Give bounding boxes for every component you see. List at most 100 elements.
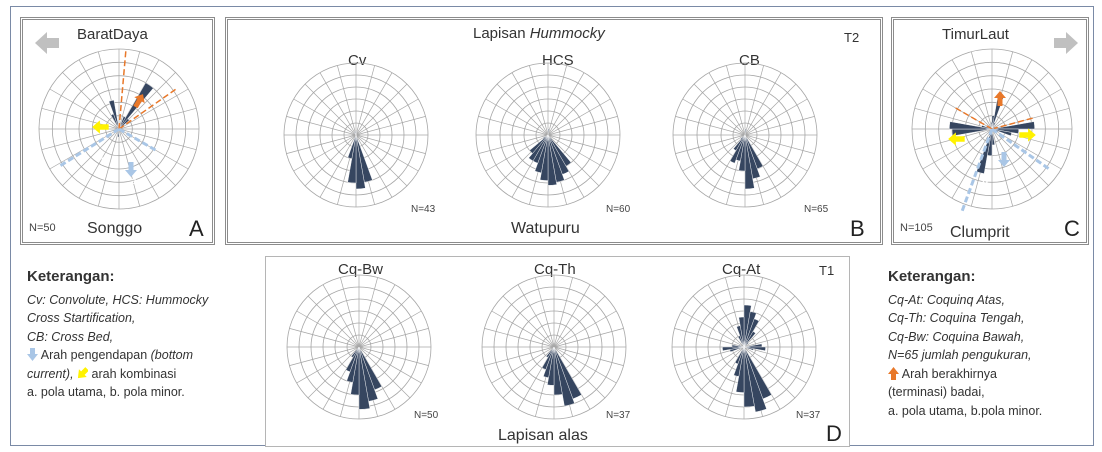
rose-label-hcs: HCS [542, 52, 574, 69]
grid-spoke [485, 98, 549, 136]
grid-spoke [296, 310, 360, 348]
grid-spoke [502, 295, 555, 348]
grid-spoke [304, 83, 357, 136]
grid-spoke [744, 65, 764, 136]
panel-c-title: TimurLaut [942, 26, 1009, 43]
grid-spoke [991, 128, 1049, 186]
grid-spoke [97, 128, 120, 207]
legend-right-heading: Keterangan: [888, 268, 976, 285]
grid-spoke [991, 128, 1014, 207]
grid-spoke [62, 128, 120, 186]
grid-spoke [337, 65, 357, 136]
label-b: b [101, 157, 107, 168]
label-a: a [131, 176, 137, 187]
grid-spoke [478, 134, 549, 154]
termination-line [952, 105, 993, 130]
legend-right: Keterangan: Cq-At: Coquinq Atas, Cq-Th: … [888, 268, 1098, 420]
grid-spoke [744, 116, 815, 136]
grid-spoke [118, 128, 160, 199]
grid-spoke [553, 284, 591, 348]
grid-spoke [355, 134, 393, 198]
termination-line [118, 88, 177, 130]
grid-spoke [535, 277, 555, 348]
panel-b-title: Lapisan Hummocky [473, 25, 605, 42]
rose-petal [108, 99, 120, 130]
label-b: b [982, 176, 988, 187]
grid-spoke [547, 83, 600, 136]
rose-petal [738, 316, 745, 348]
minor-pattern-line [960, 128, 994, 213]
grid-spoke [692, 295, 745, 348]
orange-arrow-icon [994, 91, 1006, 106]
minor-pattern-line [58, 127, 120, 168]
panel-d: T1 Cq-Bw Cq-Th Cq-At N=50 N=37 N=37 Lapi… [265, 256, 850, 447]
rose-grid [283, 62, 429, 208]
rose-petal [743, 346, 755, 408]
grid-spoke [744, 134, 815, 154]
rose-petal [351, 346, 360, 358]
rose-diagram-cv [283, 62, 429, 208]
grid-spoke [118, 128, 197, 151]
rose-petal [743, 318, 760, 348]
grid-spoke [293, 134, 357, 172]
legend-left: Keterangan: Cv: Convolute, HCS: Hummocky… [27, 268, 262, 402]
rose-petal [743, 346, 767, 413]
rose-petal [542, 134, 549, 140]
grid-spoke [744, 83, 797, 136]
rose-petal [744, 128, 747, 136]
grid-spoke [675, 134, 746, 154]
grid-spoke [991, 72, 1049, 130]
grid-spoke [491, 310, 555, 348]
grid-spoke [935, 72, 993, 130]
grid-spoke [743, 310, 807, 348]
legend-right-line7: a. pola utama, b.pola minor. [888, 403, 1043, 418]
grid-spoke [355, 72, 393, 136]
rose-n-cq-bw: N=50 [414, 410, 439, 421]
legend-right-line2: Cq-Th: Coquina Tengah, [888, 311, 1025, 325]
rose-petal [737, 344, 745, 348]
grid-spoke [692, 346, 745, 399]
grid-spoke [41, 128, 120, 151]
rose-petal [553, 346, 575, 407]
grid-spoke [304, 134, 357, 187]
grid-spoke [340, 277, 360, 348]
rose-diagram-a: ba [38, 48, 200, 210]
panel-c-letter: C [1064, 216, 1080, 241]
legend-left-line4: Arah pengendapan (bottom [27, 346, 262, 365]
grid-spoke [674, 328, 745, 348]
legend-left-line5: current), arah kombinasi [27, 366, 177, 381]
grid-spoke [914, 107, 993, 130]
panel-c-n: N=105 [900, 222, 933, 234]
panel-d-place: Lapisan alas [498, 427, 588, 444]
grid-spoke [726, 65, 746, 136]
rose-petal [743, 331, 756, 348]
grid-spoke [355, 65, 375, 136]
grid-spoke [744, 134, 808, 172]
rose-label-cq-th: Cq-Th [534, 261, 576, 278]
grid-spoke [682, 134, 746, 172]
grid-spoke [496, 83, 549, 136]
blue-arrow-icon [125, 162, 137, 177]
grid-spoke [553, 346, 617, 384]
panel-a-n: N=50 [29, 222, 56, 234]
grid-spoke [491, 346, 555, 384]
rose-label-cb: CB [739, 52, 760, 69]
panel-c-place: Clumprit [950, 224, 1010, 241]
grid-spoke [743, 346, 814, 366]
rose-diagram-cb [672, 62, 818, 208]
legend-right-line4: N=65 jumlah pengukuran, [888, 348, 1032, 362]
rose-petal [990, 122, 993, 130]
grid-spoke [744, 98, 808, 136]
yellow-arrow-icon [77, 366, 89, 378]
grid-spoke [49, 88, 120, 130]
panel-d-tag: T1 [819, 263, 835, 278]
grid-spoke [62, 72, 120, 130]
grid-spoke [355, 134, 419, 172]
grid-spoke [553, 277, 573, 348]
grid-spoke [529, 65, 549, 136]
rose-petal [547, 128, 550, 136]
grid-spoke [743, 346, 807, 384]
legend-left-line1: Cv: Convolute, HCS: Hummocky [27, 292, 209, 307]
rose-n-cq-at: N=37 [796, 410, 821, 421]
